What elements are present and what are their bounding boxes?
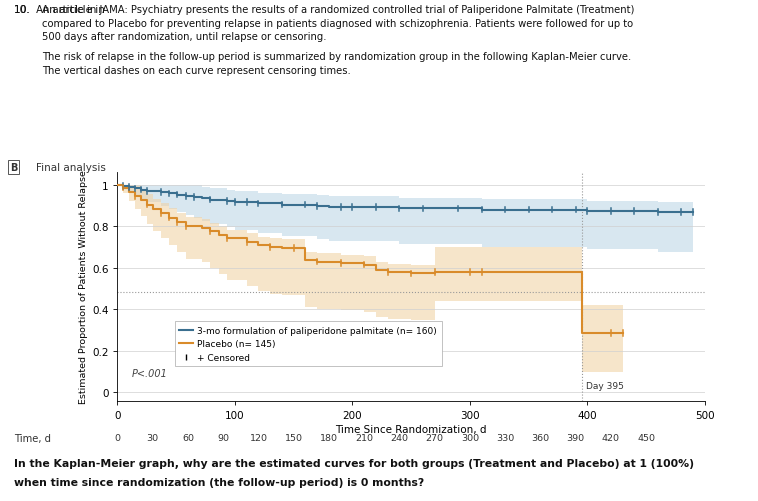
Text: Final analysis: Final analysis [36,163,106,173]
Text: 240: 240 [390,433,409,442]
Text: 60: 60 [182,433,194,442]
Text: 180: 180 [320,433,338,442]
Text: 270: 270 [426,433,443,442]
Text: 150: 150 [285,433,302,442]
Legend: 3-mo formulation of paliperidone palmitate (n= 160), Placebo (n= 145), + Censore: 3-mo formulation of paliperidone palmita… [175,322,442,367]
Text: 360: 360 [531,433,550,442]
Text: B: B [10,163,17,173]
Text: 420: 420 [602,433,620,442]
Text: The risk of relapse in the follow-up period is summarized by randomization group: The risk of relapse in the follow-up per… [42,52,631,62]
Text: The vertical dashes on each curve represent censoring times.: The vertical dashes on each curve repres… [42,66,350,76]
Text: when time since randomization (the follow-up period) is 0 months?: when time since randomization (the follo… [14,477,424,487]
Text: 450: 450 [637,433,655,442]
Text: 10.: 10. [14,5,30,15]
Text: 120: 120 [249,433,268,442]
Text: Time, d: Time, d [14,433,51,443]
Text: 0: 0 [114,433,121,442]
Text: 10.  An article in JAMA: Psychiatry presents the results of a randomized control: 10. An article in JAMA: Psychiatry prese… [14,5,634,15]
Text: compared to Placebo for preventing relapse in patients diagnosed with schizophre: compared to Placebo for preventing relap… [42,19,633,29]
Text: Day 395: Day 395 [586,381,624,390]
Text: 390: 390 [567,433,584,442]
X-axis label: Time Since Randomization, d: Time Since Randomization, d [336,424,487,434]
Text: 30: 30 [147,433,158,442]
Text: An article in: An article in [42,5,108,15]
Text: 300: 300 [461,433,479,442]
Text: 90: 90 [218,433,229,442]
Y-axis label: Estimated Proportion of Patients Without Relapse: Estimated Proportion of Patients Without… [79,170,88,403]
Text: 500 days after randomization, until relapse or censoring.: 500 days after randomization, until rela… [42,32,326,42]
Text: 330: 330 [496,433,515,442]
Text: 210: 210 [356,433,373,442]
Text: P<.001: P<.001 [132,368,168,378]
Text: In the Kaplan-Meier graph, why are the estimated curves for both groups (Treatme: In the Kaplan-Meier graph, why are the e… [14,458,694,468]
